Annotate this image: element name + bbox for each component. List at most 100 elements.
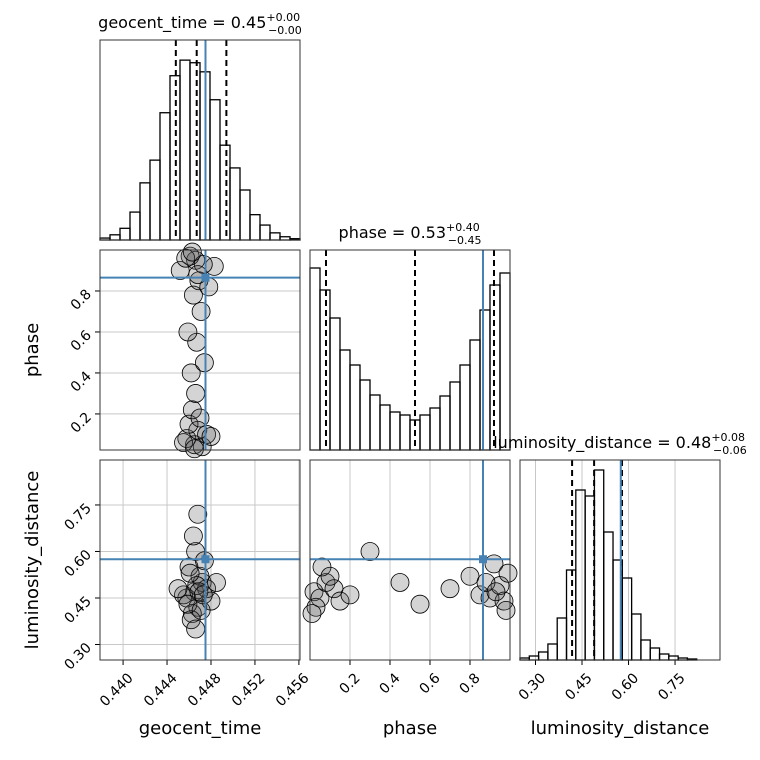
sample-point bbox=[302, 604, 322, 623]
sample-point bbox=[498, 563, 518, 583]
y-axis-label: luminosity_distance bbox=[22, 471, 43, 650]
axes-frame bbox=[99, 249, 301, 451]
sample-point bbox=[320, 566, 340, 586]
sample-point bbox=[460, 566, 480, 586]
x-axis-label: geocent_time bbox=[139, 718, 262, 739]
sample-point bbox=[193, 254, 213, 274]
hist-bar bbox=[537, 651, 549, 661]
hist-bar bbox=[209, 99, 221, 241]
hist-bar bbox=[219, 144, 231, 241]
title-text: phase = 0.53 bbox=[339, 223, 446, 242]
x-tick-label: 0.2 bbox=[337, 670, 364, 697]
sample-point bbox=[410, 594, 430, 614]
panel: 0.30 0.45 0.60 0.75 luminosity_distance = 0.… bbox=[493, 431, 747, 739]
x-tick-label: 0.45 bbox=[562, 670, 595, 703]
y-axis-label: phase bbox=[22, 323, 43, 377]
hist-bar bbox=[399, 414, 411, 451]
hist-bar bbox=[229, 167, 241, 241]
title-lower: −0.06 bbox=[713, 444, 747, 457]
y-tick-label: 0.45 bbox=[61, 593, 94, 626]
sample-point bbox=[330, 591, 350, 611]
hist-bar bbox=[259, 224, 271, 241]
sample-point bbox=[168, 579, 188, 599]
truth-marker bbox=[201, 555, 210, 564]
title-text: geocent_time = 0.45 bbox=[98, 13, 266, 33]
hist-bar bbox=[658, 653, 670, 661]
hist-bar bbox=[449, 381, 461, 451]
hist-bar bbox=[499, 272, 511, 451]
panel: geocent_time = 0.45+0.00 −0.00 bbox=[98, 11, 302, 241]
panel: phase = 0.53+0.40 −0.45 bbox=[309, 221, 511, 451]
hist-bar bbox=[329, 317, 341, 451]
hist-bar bbox=[189, 62, 201, 241]
sample-point bbox=[184, 526, 203, 546]
hist-bar bbox=[459, 364, 471, 451]
panel: 0.440 0.444 0.448 0.452 0.456 0.30 0.45 0.60 0.7… bbox=[22, 459, 313, 739]
sample-point bbox=[174, 433, 193, 453]
title-upper: +0.40 bbox=[446, 221, 480, 234]
sample-point bbox=[486, 582, 506, 602]
x-tick-label: 0.60 bbox=[609, 670, 642, 703]
hist-bar bbox=[419, 414, 431, 451]
axes-frame bbox=[519, 459, 721, 661]
y-tick-label: 0.75 bbox=[61, 500, 94, 533]
sample-point bbox=[182, 242, 202, 262]
hist-bar bbox=[621, 577, 633, 661]
hist-bar bbox=[640, 639, 651, 661]
x-tick-label: 0.30 bbox=[516, 670, 549, 703]
sample-point bbox=[193, 585, 213, 605]
hist-bar bbox=[479, 309, 491, 451]
hist-bar bbox=[630, 613, 642, 661]
hist-bar bbox=[309, 267, 321, 451]
hist-bar bbox=[439, 395, 451, 451]
sample-point bbox=[170, 261, 190, 280]
title-upper: +0.00 bbox=[266, 11, 300, 24]
sample-point bbox=[440, 579, 460, 599]
hist-bar bbox=[547, 643, 558, 661]
hist-bar bbox=[139, 182, 151, 241]
sample-point bbox=[194, 353, 214, 373]
x-tick-label: 0.440 bbox=[97, 670, 137, 710]
sample-point bbox=[496, 600, 516, 620]
x-tick-label: 0.444 bbox=[141, 670, 181, 710]
sample-point bbox=[207, 573, 226, 592]
hist-bar bbox=[528, 655, 540, 661]
hist-bar bbox=[649, 647, 661, 661]
x-axis-label: phase bbox=[383, 718, 437, 739]
title-lower: −0.45 bbox=[448, 234, 482, 247]
sample-point bbox=[181, 363, 201, 383]
truth-marker bbox=[201, 273, 210, 282]
hist-bar bbox=[556, 617, 568, 661]
x-tick-label: 0.456 bbox=[273, 670, 313, 710]
panel-title: phase = 0.53+0.40 −0.45 bbox=[339, 221, 482, 247]
title-text: luminosity_distance = 0.48 bbox=[493, 433, 711, 453]
y-tick-label: 0.60 bbox=[61, 547, 94, 580]
sample-point bbox=[180, 563, 200, 583]
sample-point bbox=[174, 585, 193, 605]
hist-bar bbox=[584, 495, 596, 661]
sample-point bbox=[188, 504, 208, 524]
sample-point bbox=[186, 384, 206, 403]
hist-bar bbox=[249, 214, 261, 241]
x-axis-label: luminosity_distance bbox=[531, 718, 710, 739]
hist-bar bbox=[179, 59, 191, 241]
y-tick-label: 0.4 bbox=[68, 368, 95, 395]
sample-point bbox=[390, 573, 410, 592]
hist-bar bbox=[339, 349, 351, 451]
x-tick-label: 0.6 bbox=[417, 670, 444, 697]
sample-point bbox=[178, 322, 198, 342]
sample-point bbox=[191, 302, 211, 321]
hist-bar bbox=[359, 379, 371, 451]
hist-bar bbox=[119, 227, 131, 241]
axes-frame bbox=[309, 249, 511, 451]
y-tick-label: 0.2 bbox=[68, 409, 95, 436]
y-tick-label: 0.8 bbox=[68, 286, 95, 313]
sample-point bbox=[184, 285, 203, 305]
sample-point bbox=[182, 400, 202, 420]
axes-frame bbox=[99, 459, 301, 661]
hist-bar bbox=[349, 364, 361, 451]
panel-title: luminosity_distance = 0.48+0.08 −0.06 bbox=[493, 431, 747, 457]
panel: 0.2 0.4 0.6 0.8 phase bbox=[22, 242, 301, 459]
hist-bar bbox=[239, 189, 251, 241]
y-tick-label: 0.6 bbox=[68, 327, 95, 354]
